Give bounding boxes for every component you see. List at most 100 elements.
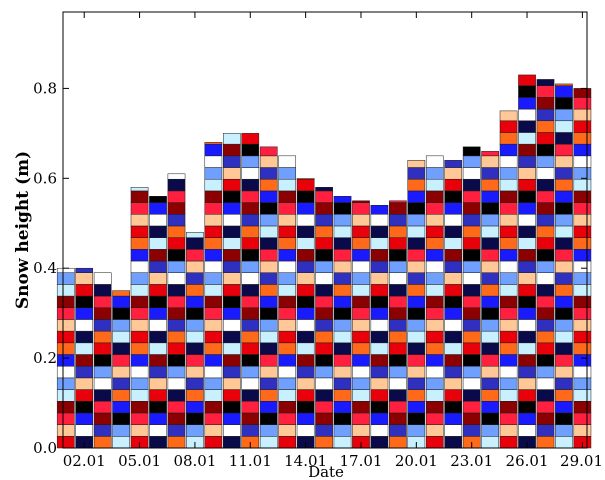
bar-layer: [444, 401, 463, 414]
bar-layer: [444, 225, 463, 238]
bar-layer: [130, 260, 149, 273]
bar-layer: [352, 225, 370, 238]
bar-layer: [149, 354, 167, 367]
bar-layer: [222, 354, 241, 367]
bar-layer: [444, 202, 463, 215]
bar-layer: [518, 214, 536, 227]
bar-layer: [222, 295, 241, 309]
bar-layer: [315, 225, 333, 238]
bar-layer: [259, 272, 278, 285]
bar-layer: [518, 365, 536, 379]
bar-layer: [425, 436, 444, 449]
bar-layer: [56, 342, 75, 355]
bar-layer: [130, 424, 149, 437]
bar-layer: [555, 83, 573, 86]
bar-layer: [186, 284, 204, 297]
x-axis-title: Date: [308, 463, 344, 480]
bar-layer: [204, 225, 223, 238]
bar-layer: [573, 284, 592, 297]
bar-layer: [370, 377, 389, 390]
bar-layer: [389, 389, 407, 402]
bar-layer: [481, 151, 499, 157]
bar-layer: [499, 295, 518, 309]
bar-layer: [130, 319, 149, 332]
bar-layer: [352, 260, 370, 273]
bar-layer: [278, 307, 297, 320]
bar-layer: [241, 143, 260, 157]
bar-layer: [222, 284, 241, 297]
bar-layer: [149, 342, 167, 355]
bar-layer: [352, 354, 370, 367]
bar-layer: [112, 436, 130, 449]
bar-layer: [407, 260, 426, 273]
bar-layer: [186, 232, 204, 238]
bar-layer: [573, 225, 592, 238]
bar-layer: [407, 272, 426, 285]
bar-layer: [555, 85, 573, 98]
bar-layer: [536, 132, 555, 145]
bar-layer: [75, 365, 94, 379]
bar-layer: [481, 202, 499, 215]
bar-layer: [370, 260, 389, 273]
bar-layer: [425, 178, 444, 192]
bar-column-20.01: [407, 160, 426, 449]
bar-layer: [186, 389, 204, 402]
bar-layer: [204, 214, 223, 227]
bar-layer: [241, 389, 260, 402]
bar-layer: [518, 132, 536, 145]
bar-layer: [333, 295, 352, 309]
bar-layer: [278, 412, 297, 425]
bar-layer: [149, 412, 167, 425]
bar-layer: [425, 260, 444, 273]
bar-layer: [278, 330, 297, 344]
bar-layer: [222, 167, 241, 180]
bar-layer: [407, 225, 426, 238]
bar-layer: [555, 155, 573, 168]
bar-layer: [75, 389, 94, 402]
bar-layer: [555, 108, 573, 122]
bar-layer: [296, 225, 315, 238]
bar-layer: [149, 196, 167, 203]
bar-layer: [370, 295, 389, 309]
bar-layer: [425, 214, 444, 227]
bar-layer: [370, 214, 389, 227]
bar-layer: [536, 389, 555, 402]
bar-layer: [93, 389, 112, 402]
bar-layer: [75, 295, 94, 309]
bar-layer: [241, 133, 260, 145]
bar-layer: [186, 295, 204, 309]
y-tick-label: 0.4: [33, 259, 57, 277]
bar-layer: [444, 178, 463, 192]
bar-layer: [259, 412, 278, 425]
bar-layer: [536, 120, 555, 133]
bar-layer: [407, 330, 426, 344]
plot-frame: [62, 11, 588, 449]
bar-layer: [481, 214, 499, 227]
x-tick-label: 08.01: [173, 452, 216, 470]
bar-layer: [518, 143, 536, 157]
bar-column-22.01: [444, 160, 463, 449]
bar-layer: [130, 412, 149, 425]
bar-layer: [130, 272, 149, 285]
bar-layer: [462, 365, 481, 379]
bar-layer: [315, 202, 333, 215]
bar-layer: [555, 225, 573, 238]
bar-layer: [573, 389, 592, 402]
bar-layer: [573, 295, 592, 309]
bar-layer: [462, 401, 481, 414]
bar-layer: [573, 424, 592, 437]
bar-layer: [296, 307, 315, 320]
bar-layer: [186, 307, 204, 320]
bar-layer: [518, 108, 536, 122]
bar-layer: [389, 225, 407, 238]
bar-layer: [573, 319, 592, 332]
bar-layer: [370, 389, 389, 402]
bar-layer: [259, 214, 278, 227]
bar-layer: [241, 307, 260, 320]
bar-layer: [333, 202, 352, 215]
bar-layer: [186, 424, 204, 437]
bar-layer: [56, 319, 75, 332]
bar-layer: [204, 249, 223, 262]
bar-layer: [130, 190, 149, 203]
bar-layer: [462, 377, 481, 390]
